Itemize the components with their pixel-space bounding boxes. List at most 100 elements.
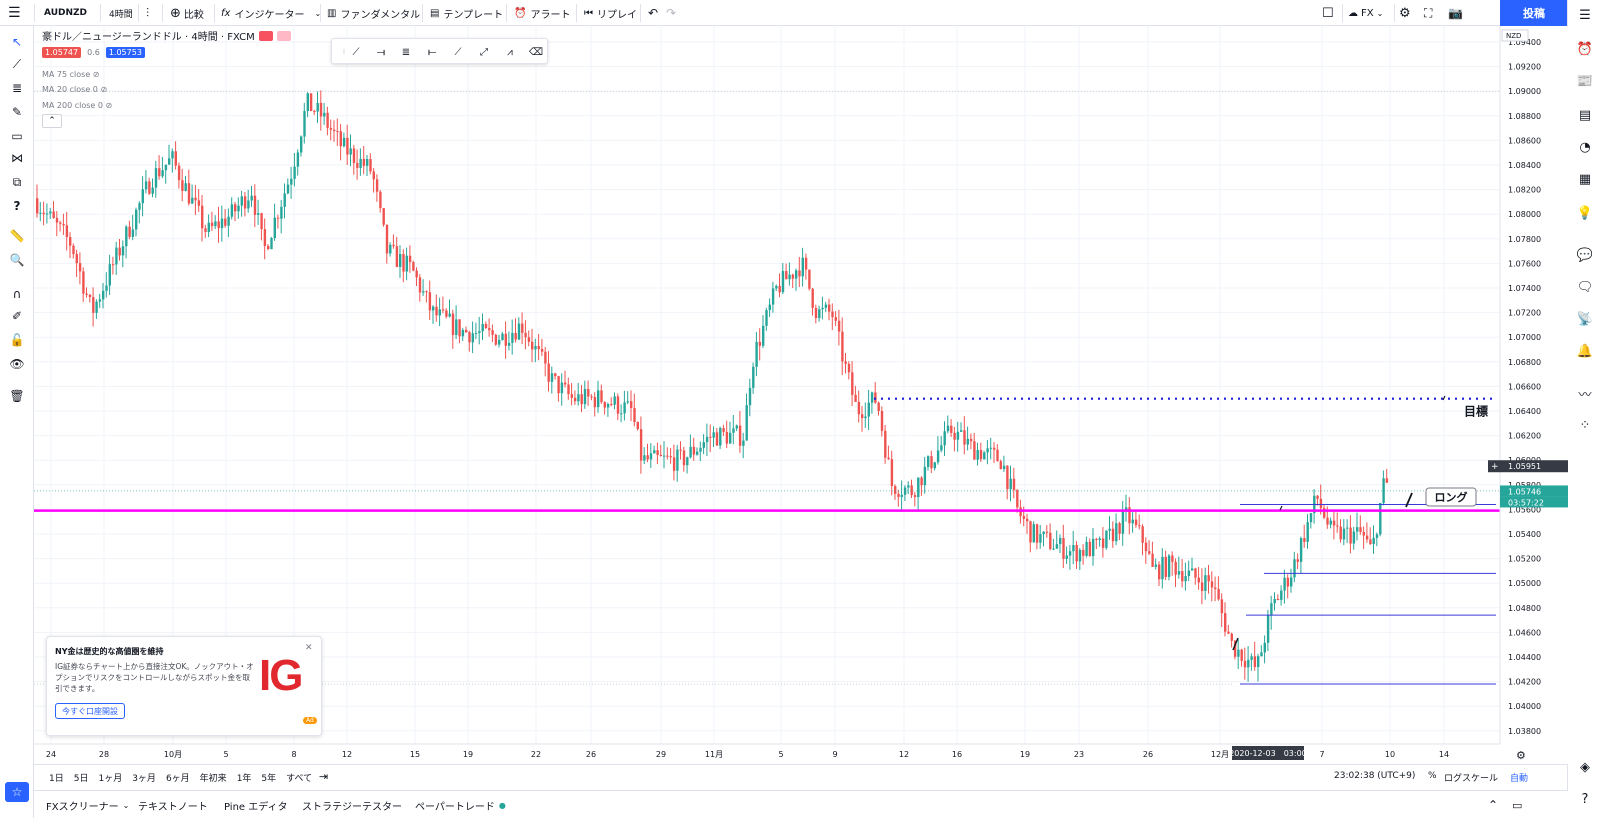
gear-icon[interactable]: ⚙ bbox=[1399, 5, 1411, 21]
drag-handle-icon[interactable]: ⁞ bbox=[342, 48, 346, 56]
ruler-icon[interactable]: 📏 bbox=[9, 229, 25, 243]
prediction-icon[interactable]: ⧉ bbox=[12, 174, 22, 189]
brush-icon[interactable]: ✎ bbox=[11, 105, 23, 119]
pattern-icon[interactable]: ⋈ bbox=[11, 151, 23, 165]
range-3[interactable]: 3ヶ月 bbox=[132, 773, 156, 784]
tab-strategy-tester[interactable]: ストラテジーテスター bbox=[302, 791, 402, 819]
range-5[interactable]: 年初来 bbox=[199, 773, 227, 784]
close-icon[interactable]: ✕ bbox=[305, 643, 313, 653]
tab-paper-trading[interactable]: ペーパートレード ● bbox=[415, 791, 506, 819]
tab-text-notes[interactable]: テキストノート bbox=[138, 791, 208, 819]
redo-icon[interactable]: ↷ bbox=[666, 6, 677, 20]
post-label: 投稿 bbox=[1523, 7, 1545, 20]
price-chart[interactable]: 24 28 10月 5 8 12 15 19 22 26 29 11月 5 9 12 16 19 23 26 12月 7… bbox=[34, 26, 1568, 764]
draw-parallel-channel-icon[interactable]: ≣ bbox=[401, 46, 411, 58]
help-icon[interactable]: ? bbox=[13, 199, 21, 213]
camera-icon[interactable]: 📷 bbox=[1448, 6, 1463, 20]
maximize-icon[interactable]: ▭ bbox=[1512, 798, 1523, 812]
clock-display[interactable]: 23:02:38 (UTC+9) bbox=[1334, 771, 1416, 781]
percent-toggle[interactable]: % bbox=[1428, 771, 1437, 781]
range-1[interactable]: 5日 bbox=[73, 773, 89, 784]
text-icon[interactable]: ▭ bbox=[11, 129, 23, 143]
open-account-button[interactable]: 今すぐ口座開設 bbox=[55, 703, 125, 719]
trend-line-icon[interactable]: ⟋ bbox=[12, 56, 22, 71]
alarm-clock-icon[interactable]: ⏰ bbox=[1576, 41, 1594, 57]
star-icon[interactable]: ☆ bbox=[5, 782, 29, 802]
bell-icon[interactable]: 🔔 bbox=[1576, 343, 1594, 359]
eye-off-icon[interactable]: ⊘ bbox=[105, 101, 113, 110]
magnet-icon[interactable]: ∩ bbox=[12, 287, 22, 301]
alert-button[interactable]: ⏰ アラート bbox=[514, 0, 570, 26]
window-bottom bbox=[0, 818, 1568, 834]
eraser-icon[interactable]: ⌫ bbox=[528, 46, 544, 58]
undo-icon[interactable]: ↶ bbox=[648, 6, 659, 20]
help-circle-icon[interactable]: ? bbox=[1581, 791, 1589, 807]
lock-icon[interactable]: 🔓 bbox=[9, 333, 25, 347]
message-icon[interactable]: 🗨 bbox=[1576, 279, 1594, 295]
chevron-up-icon[interactable]: ⌃ bbox=[1488, 798, 1499, 812]
draw-horizontal-line-icon[interactable]: ⟝ bbox=[427, 46, 437, 58]
goto-date-icon[interactable]: ⇥ bbox=[319, 770, 329, 783]
symbol-search[interactable]: AUDNZD bbox=[44, 0, 87, 26]
cursor-icon[interactable]: ↖ bbox=[11, 35, 23, 49]
draw-extended-line-icon[interactable]: ⤢ bbox=[480, 46, 488, 58]
range-6[interactable]: 1年 bbox=[236, 773, 252, 784]
sell-button[interactable]: 1.05747 bbox=[42, 47, 82, 58]
zoom-icon[interactable]: 🔍 bbox=[9, 253, 25, 267]
fundamental-button[interactable]: ▥ ファンダメンタル bbox=[327, 0, 420, 26]
interval-button[interactable]: 4時間 bbox=[109, 0, 133, 26]
cloud-layout-button[interactable]: ☁ FX ⌄ bbox=[1348, 0, 1383, 26]
indicators-label: インジケーター bbox=[234, 9, 305, 21]
tab-fx-screener[interactable]: FXスクリーナー ⌄ bbox=[46, 791, 129, 819]
fullscreen-icon[interactable]: ⛶ bbox=[1424, 5, 1433, 20]
buy-button[interactable]: 1.05753 bbox=[105, 47, 145, 58]
eye-off-icon[interactable]: ⊘ bbox=[92, 70, 100, 79]
price-axis[interactable]: 1.09400 1.09200 1.09000 1.08800 1.08600 1.084… bbox=[1488, 26, 1568, 744]
trash-icon[interactable]: 🗑 bbox=[9, 389, 25, 403]
layers-icon[interactable]: ◈ bbox=[1580, 759, 1590, 775]
layout-square-icon[interactable]: ☐ bbox=[1322, 5, 1334, 21]
draw-fib-fan-icon[interactable]: ⩘ bbox=[507, 46, 513, 58]
auto-scale-toggle[interactable]: 自動 bbox=[1510, 774, 1529, 784]
calendar-icon[interactable]: ▦ bbox=[1578, 171, 1592, 187]
ad-banner[interactable]: NY金は歴史的な高値圏を維持 IG証券ならチャート上から直接注文OK。ノックアウ… bbox=[46, 636, 322, 736]
replay-button[interactable]: ⏮ リプレイ bbox=[584, 0, 637, 26]
menu-icon[interactable]: ☰ bbox=[8, 5, 21, 21]
range-4[interactable]: 6ヶ月 bbox=[165, 773, 190, 784]
draw-ray-icon[interactable]: ⟋ bbox=[454, 46, 462, 58]
indicators-button[interactable]: fx インジケーター ⌄ bbox=[221, 0, 321, 26]
pencil-lock-icon[interactable]: ✐ bbox=[11, 309, 23, 323]
trend-icon[interactable]: 〰 bbox=[1578, 387, 1592, 403]
dots-grid-icon[interactable]: ⁘ bbox=[1579, 417, 1591, 433]
idea-icon[interactable]: 💡 bbox=[1576, 205, 1594, 221]
range-8[interactable]: すべて bbox=[286, 773, 313, 784]
data-window-icon[interactable]: ▤ bbox=[1578, 107, 1592, 123]
log-scale-toggle[interactable]: ログスケール bbox=[1444, 774, 1499, 784]
watchlist-icon[interactable]: ☰ bbox=[1579, 7, 1591, 23]
draw-trendline-icon[interactable]: ⟋ bbox=[352, 46, 360, 58]
stream-icon[interactable]: 📡 bbox=[1576, 311, 1594, 327]
range-0[interactable]: 1日 bbox=[49, 773, 64, 784]
range-7[interactable]: 5年 bbox=[261, 773, 277, 784]
template-button[interactable]: ▤ テンプレート bbox=[430, 0, 503, 26]
post-button[interactable]: 投稿 bbox=[1500, 0, 1568, 26]
chart-type-candles-icon[interactable]: ⫶ bbox=[146, 5, 150, 20]
range-2[interactable]: 1ヶ月 bbox=[98, 773, 123, 784]
candle-body bbox=[270, 238, 273, 250]
tab-pine-editor[interactable]: Pine エディタ bbox=[224, 791, 288, 819]
ma200-legend[interactable]: MA 200 close 0 ⊘ bbox=[42, 101, 112, 110]
compare-button[interactable]: ⊕ 比較 bbox=[170, 0, 204, 26]
draw-horizontal-ray-icon[interactable]: ⟞ bbox=[376, 46, 386, 58]
candle-body bbox=[319, 102, 323, 117]
pie-icon[interactable]: ◔ bbox=[1579, 139, 1591, 155]
ma20-legend[interactable]: MA 20 close 0 ⊘ bbox=[42, 85, 107, 94]
chat-icon[interactable]: 💬 bbox=[1576, 247, 1594, 263]
ma75-legend[interactable]: MA 75 close ⊘ bbox=[42, 70, 100, 79]
news-icon[interactable]: 📰 bbox=[1576, 73, 1594, 89]
candle-body bbox=[382, 208, 385, 225]
right-widget-bar: ☰ ⏰ 📰 ▤ ◔ ▦ 💡 💬 🗨 📡 🔔 〰 ⁘ ◈ ? bbox=[1567, 0, 1600, 834]
eye-off-icon[interactable]: ⊘ bbox=[100, 85, 108, 94]
eye-icon[interactable]: 👁 bbox=[9, 357, 25, 371]
fib-icon[interactable]: ≣ bbox=[11, 81, 23, 95]
collapse-legend-button[interactable]: ⌃ bbox=[42, 114, 62, 128]
